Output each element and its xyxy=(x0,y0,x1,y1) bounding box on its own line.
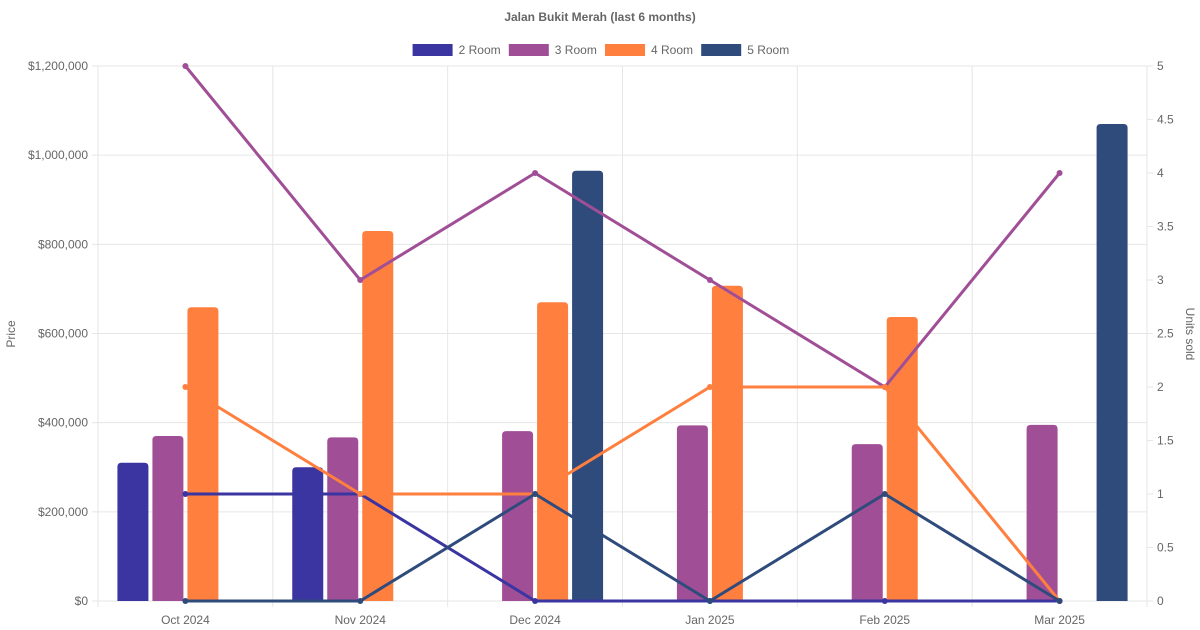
legend-swatch xyxy=(412,44,453,56)
left-tick-label: $1,000,000 xyxy=(28,148,88,162)
right-tick-label: 4.5 xyxy=(1157,113,1174,127)
bar-3-room[interactable] xyxy=(851,444,883,601)
point-2-room[interactable] xyxy=(182,491,189,497)
bar-2-room[interactable] xyxy=(117,462,149,601)
x-tick-label: Feb 2025 xyxy=(859,613,910,627)
left-tick-label: $600,000 xyxy=(38,327,88,341)
bar-3-room[interactable] xyxy=(152,436,184,601)
line-3-room[interactable] xyxy=(184,65,1061,389)
bar-3-room[interactable] xyxy=(1026,424,1058,601)
legend-label: 5 Room xyxy=(747,43,789,57)
left-tick-label: $1,200,000 xyxy=(28,59,88,73)
legend-item-2-room[interactable]: 2 Room xyxy=(412,43,501,57)
point-5-room[interactable] xyxy=(357,598,364,604)
x-tick-label: Nov 2024 xyxy=(335,613,387,627)
legend-item-5-room[interactable]: 5 Room xyxy=(701,43,789,57)
right-tick-label: 4 xyxy=(1157,166,1164,180)
left-tick-label: $400,000 xyxy=(38,416,88,430)
point-3-room[interactable] xyxy=(357,277,364,283)
lines xyxy=(182,63,1063,604)
right-tick-label: 0 xyxy=(1157,594,1164,608)
bar-2-room[interactable] xyxy=(292,467,324,601)
left-axis-title: Price xyxy=(4,320,18,348)
legend-swatch xyxy=(605,44,645,56)
legend-label: 3 Room xyxy=(555,43,597,57)
legend-swatch xyxy=(701,44,742,56)
bar-5-room[interactable] xyxy=(1096,123,1128,601)
bar-3-room[interactable] xyxy=(676,425,708,601)
bar-4-room[interactable] xyxy=(711,285,743,601)
x-tick-label: Jan 2025 xyxy=(685,613,735,627)
right-axis-title: Units sold xyxy=(1183,308,1197,361)
bar-5-room[interactable] xyxy=(572,170,604,602)
right-tick-label: 3 xyxy=(1157,273,1164,287)
point-5-room[interactable] xyxy=(706,598,713,604)
right-tick-label: 5 xyxy=(1157,59,1164,73)
legend-item-4-room[interactable]: 4 Room xyxy=(605,43,693,57)
bar-4-room[interactable] xyxy=(537,302,569,601)
right-tick-label: 3.5 xyxy=(1157,220,1174,234)
point-3-room[interactable] xyxy=(1056,170,1063,176)
grid xyxy=(97,65,1148,607)
right-tick-label: 1 xyxy=(1157,487,1164,501)
point-5-room[interactable] xyxy=(881,491,888,497)
bar-4-room[interactable] xyxy=(362,230,394,602)
point-4-room[interactable] xyxy=(881,384,888,390)
right-axis: 0 0.5 1 1.5 2 2.5 3 3.5 4 4.5 5 xyxy=(1147,59,1174,608)
point-4-room[interactable] xyxy=(357,491,364,497)
right-tick-label: 2.5 xyxy=(1157,327,1174,341)
point-5-room[interactable] xyxy=(182,598,189,604)
x-axis: Oct 2024 Nov 2024 Dec 2024 Jan 2025 Feb 2025… xyxy=(161,613,1085,627)
point-2-room[interactable] xyxy=(881,598,888,604)
left-tick-label: $0 xyxy=(75,594,89,608)
bar-3-room[interactable] xyxy=(502,431,534,601)
bar-3-room[interactable] xyxy=(327,437,359,601)
right-tick-label: 2 xyxy=(1157,380,1164,394)
line-2-room[interactable] xyxy=(185,492,1060,603)
point-3-room[interactable] xyxy=(182,63,189,69)
right-tick-label: 0.5 xyxy=(1157,541,1174,555)
right-tick-label: 1.5 xyxy=(1157,434,1174,448)
left-axis: $0 $200,000 $400,000 $600,000 $800,000 $1,000… xyxy=(28,59,98,608)
bar-4-room[interactable] xyxy=(886,317,918,601)
legend-item-3-room[interactable]: 3 Room xyxy=(508,43,597,57)
point-4-room[interactable] xyxy=(182,384,189,390)
left-tick-label: $800,000 xyxy=(38,237,88,251)
legend-label: 4 Room xyxy=(651,43,693,57)
legend-label: 2 Room xyxy=(459,43,501,57)
point-3-room[interactable] xyxy=(532,170,539,176)
line-5-room[interactable] xyxy=(185,492,1061,603)
left-tick-label: $200,000 xyxy=(38,505,88,519)
point-3-room[interactable] xyxy=(706,277,713,283)
point-5-room[interactable] xyxy=(532,491,539,497)
point-2-room[interactable] xyxy=(532,598,539,604)
line-4-room[interactable] xyxy=(184,385,1061,602)
legend[interactable]: 2 Room 3 Room 4 Room 5 Room xyxy=(412,43,790,57)
point-5-room[interactable] xyxy=(1056,598,1063,604)
legend-swatch xyxy=(508,44,549,56)
x-tick-label: Mar 2025 xyxy=(1034,613,1085,627)
x-tick-label: Dec 2024 xyxy=(509,613,561,627)
x-tick-label: Oct 2024 xyxy=(161,613,210,627)
bars xyxy=(117,123,1128,602)
bar-4-room[interactable] xyxy=(187,307,219,601)
point-4-room[interactable] xyxy=(706,384,713,390)
chart-title: Jalan Bukit Merah (last 6 months) xyxy=(504,10,695,24)
